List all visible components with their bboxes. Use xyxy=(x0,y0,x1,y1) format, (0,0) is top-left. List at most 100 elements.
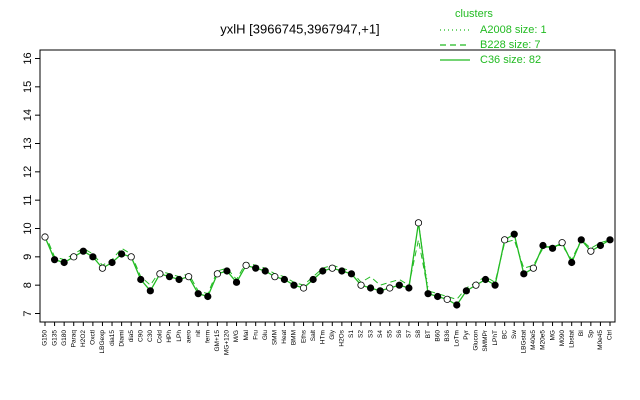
series-line xyxy=(44,233,611,300)
x-tick-label: Oxctl xyxy=(90,329,97,344)
data-point xyxy=(414,219,423,227)
x-tick-label: M090 xyxy=(559,330,566,347)
y-tick-label: 10 xyxy=(22,222,34,234)
x-tick-label: MG xyxy=(549,330,556,340)
data-point xyxy=(290,281,298,289)
data-point xyxy=(194,290,202,298)
x-tick-label: Paraq xyxy=(70,330,77,348)
legend-label: B228 size: 7 xyxy=(480,39,541,51)
x-tick-label: Eths xyxy=(300,329,307,343)
y-tick-label: 16 xyxy=(22,52,34,64)
x-tick-label: Salt xyxy=(310,330,317,341)
data-point xyxy=(453,301,461,309)
x-tick-label: Cold xyxy=(157,330,164,344)
x-tick-label: GM+15 xyxy=(214,330,221,352)
x-tick-label: G135 xyxy=(51,330,58,346)
data-point xyxy=(204,292,212,301)
data-point xyxy=(70,253,78,261)
x-tick-label: SMM xyxy=(272,330,279,345)
x-tick-label: LPhT xyxy=(492,330,499,346)
y-tick-label: 12 xyxy=(22,166,34,178)
data-point xyxy=(41,233,49,241)
x-tick-label: C90 xyxy=(137,330,144,342)
data-point xyxy=(462,287,470,295)
data-point xyxy=(79,247,87,255)
data-point xyxy=(223,267,231,275)
data-point xyxy=(434,292,442,301)
chart-title: yxlH [3966745,3967947,+1] xyxy=(220,21,379,36)
x-tick-label: M20e5 xyxy=(540,330,547,350)
data-point xyxy=(510,230,518,238)
x-tick-label: LBGexp xyxy=(99,330,106,354)
data-point xyxy=(338,267,346,275)
data-point xyxy=(319,267,327,275)
x-tick-label: SMMPr xyxy=(482,329,489,352)
legend-title: clusters xyxy=(455,8,493,20)
data-point xyxy=(395,281,403,289)
data-point xyxy=(89,253,97,261)
data-point xyxy=(156,270,164,278)
x-tick-label: S8 xyxy=(415,330,422,338)
x-tick-label: M40e5 xyxy=(530,330,537,350)
data-point xyxy=(366,284,375,292)
data-point xyxy=(137,275,145,284)
x-tick-label: B36 xyxy=(444,330,451,342)
x-tick-label: Glucon xyxy=(473,330,480,351)
data-point xyxy=(529,264,537,272)
x-tick-label: Mal xyxy=(243,329,250,340)
y-tick-label: 13 xyxy=(22,137,34,149)
x-tick-label: MG+120 xyxy=(224,330,231,355)
x-tick-label: HPh xyxy=(166,330,173,343)
x-tick-label: S1 xyxy=(348,330,355,338)
data-point xyxy=(127,253,135,261)
x-tick-label: S7 xyxy=(406,330,413,338)
data-point xyxy=(491,281,499,289)
y-tick-label: 11 xyxy=(22,194,34,205)
data-point xyxy=(443,295,451,303)
data-point xyxy=(146,287,154,295)
data-point xyxy=(261,267,269,275)
data-point xyxy=(539,241,547,250)
x-tick-label: G180 xyxy=(61,330,68,346)
x-tick-label: S5 xyxy=(386,330,393,338)
y-tick-label: 14 xyxy=(22,109,34,121)
data-point xyxy=(548,244,557,252)
data-point xyxy=(481,275,490,284)
data-point xyxy=(386,284,394,292)
data-point xyxy=(271,273,279,281)
data-point xyxy=(60,258,68,267)
x-tick-label: LBGstat xyxy=(521,330,528,354)
data-point xyxy=(50,256,59,264)
data-point xyxy=(185,273,193,281)
data-point xyxy=(347,270,356,278)
x-tick-label: Sw xyxy=(511,330,518,339)
x-tick-label: Sp xyxy=(588,330,595,338)
x-tick-label: Fru xyxy=(252,330,259,340)
y-tick-label: 9 xyxy=(22,254,34,260)
data-point xyxy=(558,239,566,247)
x-tick-label: LPh xyxy=(176,330,183,342)
x-tick-label: S6 xyxy=(396,330,403,338)
data-point xyxy=(405,284,413,292)
data-point xyxy=(587,247,595,255)
data-point xyxy=(299,284,308,292)
x-tick-label: BMM xyxy=(291,330,298,345)
data-point xyxy=(252,264,260,272)
x-tick-label: Gly xyxy=(329,329,336,340)
x-tick-label: Heat xyxy=(281,330,288,344)
data-point xyxy=(280,275,289,284)
y-tick-label: 7 xyxy=(22,310,34,316)
x-tick-label: M0e45 xyxy=(597,330,604,350)
data-point xyxy=(118,250,126,258)
x-tick-label: Glu xyxy=(262,330,269,341)
x-tick-label: H2O2 xyxy=(80,330,87,347)
x-tick-label: BT xyxy=(425,330,432,338)
x-tick-label: dia5 xyxy=(128,330,135,343)
data-point xyxy=(175,275,183,284)
data-point xyxy=(232,278,241,286)
legend-label: C36 size: 82 xyxy=(480,54,541,66)
x-tick-label: Lbstat xyxy=(568,330,575,348)
data-point xyxy=(606,236,614,244)
x-tick-label: S3 xyxy=(367,330,374,338)
